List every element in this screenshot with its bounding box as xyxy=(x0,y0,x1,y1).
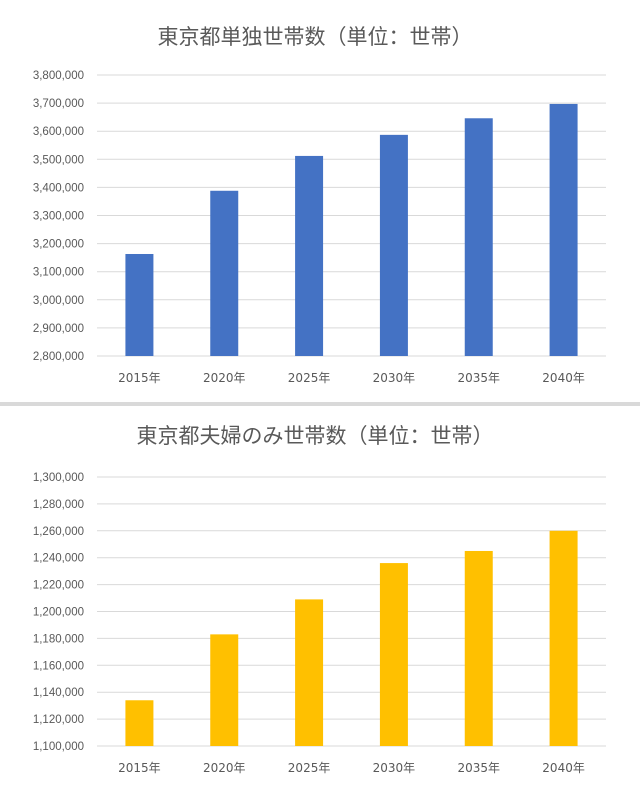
x-tick-label: 2020年 xyxy=(203,761,246,775)
x-tick-label: 2020年 xyxy=(203,371,246,385)
bar xyxy=(464,118,493,356)
y-tick-label: 1,180,000 xyxy=(33,633,84,645)
y-tick-label: 3,200,000 xyxy=(33,239,84,251)
bar xyxy=(125,700,154,746)
bar xyxy=(379,563,408,746)
couple-households-chart: 東京都夫婦のみ世帯数（単位：世帯） 1,100,000 1,120,000 1,14… xyxy=(33,424,606,775)
y-tick-label: 3,700,000 xyxy=(33,98,84,110)
y-tick-label: 2,900,000 xyxy=(33,323,84,335)
y-tick-label: 1,300,000 xyxy=(33,472,84,484)
y-tick-label: 1,260,000 xyxy=(33,526,84,538)
chart-title: 東京都単独世帯数（単位：世帯） xyxy=(158,25,473,49)
bar xyxy=(464,550,493,746)
x-tick-label: 2025年 xyxy=(288,371,331,385)
y-tick-label: 3,100,000 xyxy=(33,267,84,279)
y-tick-label: 1,160,000 xyxy=(33,660,84,672)
y-tick-label: 1,200,000 xyxy=(33,607,84,619)
x-tick-label: 2015年 xyxy=(118,371,161,385)
single-households-chart: 東京都単独世帯数（単位：世帯） 2,800,000 2,900,000 3,000,… xyxy=(33,25,606,385)
y-tick-label: 2,800,000 xyxy=(33,351,84,363)
y-tick-label: 1,140,000 xyxy=(33,687,84,699)
y-tick-label: 3,000,000 xyxy=(33,295,84,307)
chart-panel-couple-households: 東京都夫婦のみ世帯数（単位：世帯） 1,100,000 1,120,000 1,14… xyxy=(0,406,640,794)
x-tick-label: 2015年 xyxy=(118,761,161,775)
bar xyxy=(295,599,324,746)
x-tick-label: 2035年 xyxy=(457,371,500,385)
bar xyxy=(549,530,578,746)
y-tick-label: 1,280,000 xyxy=(33,499,84,511)
bar xyxy=(379,134,408,356)
y-tick-label: 3,800,000 xyxy=(33,70,84,82)
x-tick-label: 2040年 xyxy=(542,371,585,385)
y-tick-label: 1,220,000 xyxy=(33,580,84,592)
y-tick-label: 3,500,000 xyxy=(33,154,84,166)
bar xyxy=(210,190,239,356)
bar xyxy=(125,253,154,356)
chart-title: 東京都夫婦のみ世帯数（単位：世帯） xyxy=(137,424,494,448)
y-tick-label: 3,400,000 xyxy=(33,182,84,194)
y-tick-label: 1,100,000 xyxy=(33,741,84,753)
bar xyxy=(295,155,324,356)
x-tick-label: 2030年 xyxy=(373,371,416,385)
x-tick-label: 2030年 xyxy=(373,761,416,775)
bar xyxy=(549,103,578,357)
x-tick-label: 2040年 xyxy=(542,761,585,775)
y-tick-label: 3,300,000 xyxy=(33,211,84,223)
y-tick-label: 3,600,000 xyxy=(33,126,84,138)
bar xyxy=(210,634,239,746)
y-tick-label: 1,120,000 xyxy=(33,714,84,726)
y-tick-label: 1,240,000 xyxy=(33,553,84,565)
chart-panel-single-households: 東京都単独世帯数（単位：世帯） 2,800,000 2,900,000 3,000,… xyxy=(0,0,640,402)
x-tick-label: 2025年 xyxy=(288,761,331,775)
x-tick-label: 2035年 xyxy=(457,761,500,775)
